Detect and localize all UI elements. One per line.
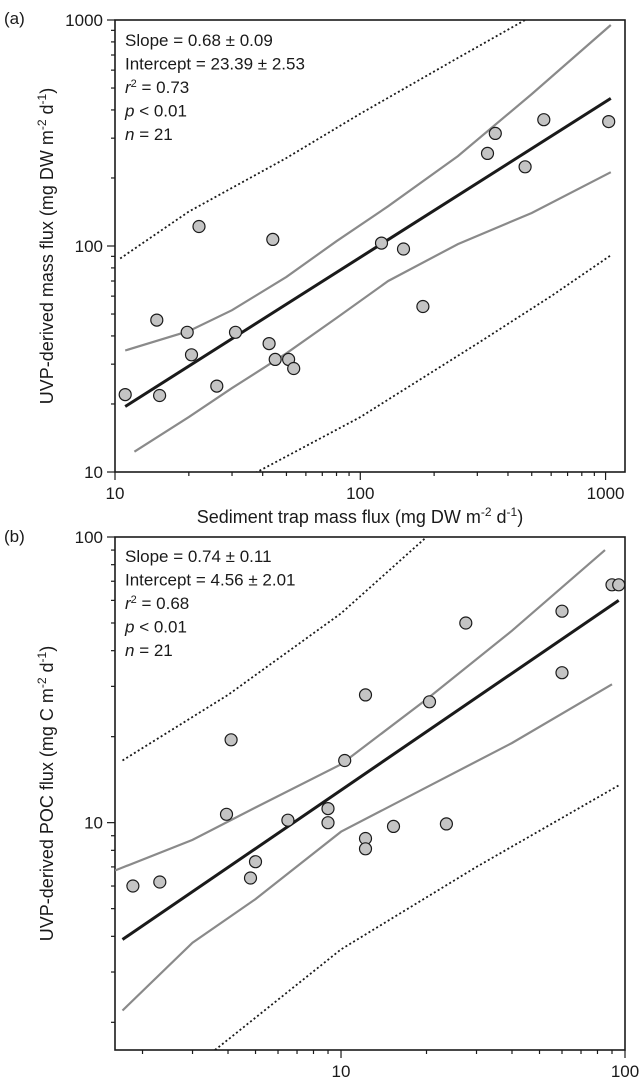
data-point	[150, 313, 164, 327]
x-tick-label: 1000	[587, 484, 625, 503]
plot-frame	[114, 19, 626, 473]
data-point	[228, 325, 243, 339]
x-tick-label: 100	[611, 1062, 639, 1081]
data-point	[266, 232, 280, 246]
stat-intercept: Intercept = 23.39 ± 2.53	[125, 55, 305, 74]
data-point	[321, 816, 335, 830]
stat-r-squared: r2 = 0.73	[125, 78, 189, 97]
prediction-interval-upper	[122, 537, 428, 762]
panel-b: 1010010100Sediment trap POC flux (mg C m…	[4, 527, 639, 1081]
data-point	[262, 337, 276, 351]
y-axis-label: UVP-derived POC flux (mg C m-2 d-1)	[35, 646, 57, 941]
stat-r-squared: r2 = 0.68	[125, 594, 189, 613]
confidence-interval-lower	[121, 683, 613, 1012]
data-point	[602, 114, 616, 129]
y-tick-label: 100	[75, 528, 103, 547]
stat-p-value: p < 0.01	[124, 618, 187, 637]
data-point	[386, 819, 401, 834]
data-point	[268, 352, 282, 366]
data-point	[118, 388, 132, 402]
data-point	[459, 616, 473, 630]
data-point	[555, 666, 569, 680]
data-point	[153, 875, 167, 889]
data-point	[153, 388, 167, 403]
x-tick-label: 10	[106, 484, 125, 503]
x-tick-label: 100	[346, 484, 374, 503]
data-point	[281, 813, 295, 827]
y-tick-label: 1000	[65, 11, 103, 30]
data-point	[321, 801, 335, 816]
data-point	[555, 604, 569, 618]
regression-line	[121, 599, 620, 941]
data-point	[248, 855, 263, 869]
panel-label: (a)	[4, 9, 25, 28]
data-point	[439, 817, 453, 831]
data-point	[416, 299, 430, 314]
data-point	[537, 113, 551, 127]
regression-line	[124, 97, 612, 408]
data-point	[338, 753, 352, 768]
y-tick-label: 100	[75, 237, 103, 256]
data-point	[219, 807, 234, 821]
data-point	[396, 242, 411, 256]
data-point	[287, 361, 301, 376]
stat-p-value: p < 0.01	[124, 102, 187, 121]
data-point	[374, 236, 389, 250]
prediction-interval-lower	[214, 784, 620, 1050]
data-point	[358, 842, 373, 856]
data-point	[518, 160, 532, 174]
stat-slope: Slope = 0.74 ± 0.11	[125, 547, 272, 566]
data-point	[126, 879, 140, 893]
data-point	[422, 695, 437, 709]
data-point	[488, 126, 502, 140]
y-tick-label: 10	[84, 814, 103, 833]
data-point	[612, 578, 625, 592]
stat-n: n = 21	[125, 641, 173, 660]
plot-frame	[114, 536, 626, 1051]
data-point	[224, 733, 238, 747]
x-axis-label: Sediment trap mass flux (mg DW m-2 d-1)	[197, 505, 523, 527]
data-point	[180, 325, 194, 339]
prediction-interval-upper	[119, 20, 526, 260]
stat-slope: Slope = 0.68 ± 0.09	[125, 31, 273, 50]
plot-area	[118, 20, 616, 472]
y-tick-label: 10	[84, 463, 103, 482]
data-point	[210, 379, 224, 393]
prediction-interval-lower	[255, 254, 612, 472]
confidence-interval-upper	[124, 24, 612, 352]
plot-area	[115, 537, 625, 1050]
confidence-interval-lower	[133, 171, 612, 453]
stat-intercept: Intercept = 4.56 ± 2.01	[125, 571, 295, 590]
data-point	[358, 688, 373, 702]
y-axis-label: UVP-derived mass flux (mg DW m-2 d-1)	[35, 88, 57, 404]
panel-a: 10 100 1000 10 100 1000 Sediment trap mass flu…	[4, 9, 626, 527]
x-tick-label: 10	[332, 1062, 351, 1081]
data-point	[243, 871, 258, 885]
panel-label: (b)	[4, 527, 25, 546]
data-point	[192, 219, 206, 234]
data-point	[184, 348, 199, 362]
stat-n: n = 21	[125, 125, 173, 144]
data-point	[480, 146, 495, 160]
